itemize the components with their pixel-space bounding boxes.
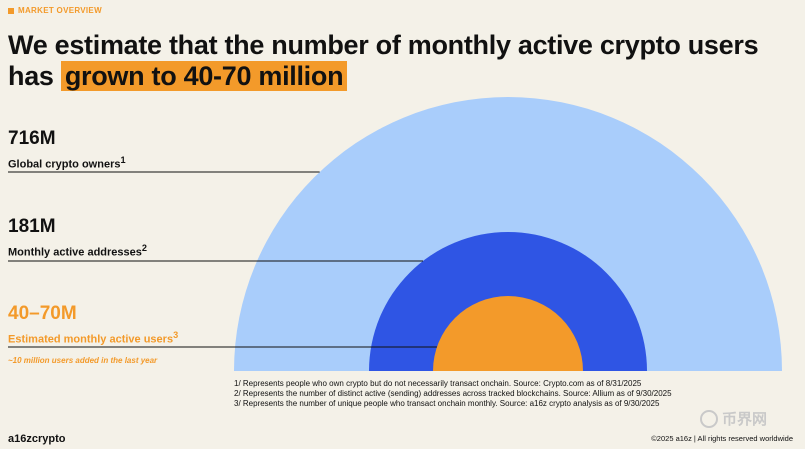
section-tag-label: MARKET OVERVIEW — [18, 6, 102, 15]
section-tag: MARKET OVERVIEW — [8, 6, 102, 15]
footnote-marker: 1 — [120, 155, 126, 165]
stat-global-crypto-owners: 716M Global crypto owners1 — [8, 128, 126, 171]
coin-icon — [700, 409, 718, 428]
footnote-1: 1/ Represents people who own crypto but … — [234, 379, 642, 388]
watermark: 币界网 — [700, 408, 767, 429]
stat-label-text: Monthly active addresses — [8, 246, 142, 259]
stat-label-text: Global crypto owners — [8, 158, 121, 171]
stat-label: Estimated monthly active users3 — [8, 330, 178, 346]
stat-label-text: Estimated monthly active users — [8, 333, 174, 346]
stat-value: 40–70M — [8, 303, 77, 324]
stat-value: 181M — [8, 216, 56, 237]
footnote-3: 3/ Represents the number of unique peopl… — [234, 399, 660, 408]
brand-logo: a16zcrypto — [8, 433, 66, 445]
stat-monthly-active-addresses: 181M Monthly active addresses2 — [8, 216, 147, 259]
stat-estimated-monthly-active-users: 40–70M Estimated monthly active users3 — [8, 303, 178, 346]
stat-label: Global crypto owners1 — [8, 155, 126, 171]
arc-estimated-monthly-active-users — [433, 296, 583, 371]
stat-value: 716M — [8, 128, 56, 149]
footnote-marker: 2 — [141, 243, 147, 253]
page-title: We estimate that the number of monthly a… — [8, 30, 798, 92]
footnote-marker: 3 — [173, 330, 179, 340]
headline-line2-prefix: has — [8, 61, 61, 91]
stat-label: Monthly active addresses2 — [8, 243, 147, 259]
square-icon — [8, 7, 14, 14]
headline-line1: We estimate that the number of monthly a… — [8, 30, 759, 60]
watermark-text: 币界网 — [722, 411, 768, 428]
annotation-note: ~10 million users added in the last year — [8, 356, 158, 365]
footnote-2: 2/ Represents the number of distinct act… — [234, 389, 672, 398]
footnotes: 1/ Represents people who own crypto but … — [234, 379, 672, 409]
headline-highlight: grown to 40-70 million — [60, 61, 348, 91]
copyright: ©2025 a16z | All rights reserved worldwi… — [651, 434, 793, 443]
